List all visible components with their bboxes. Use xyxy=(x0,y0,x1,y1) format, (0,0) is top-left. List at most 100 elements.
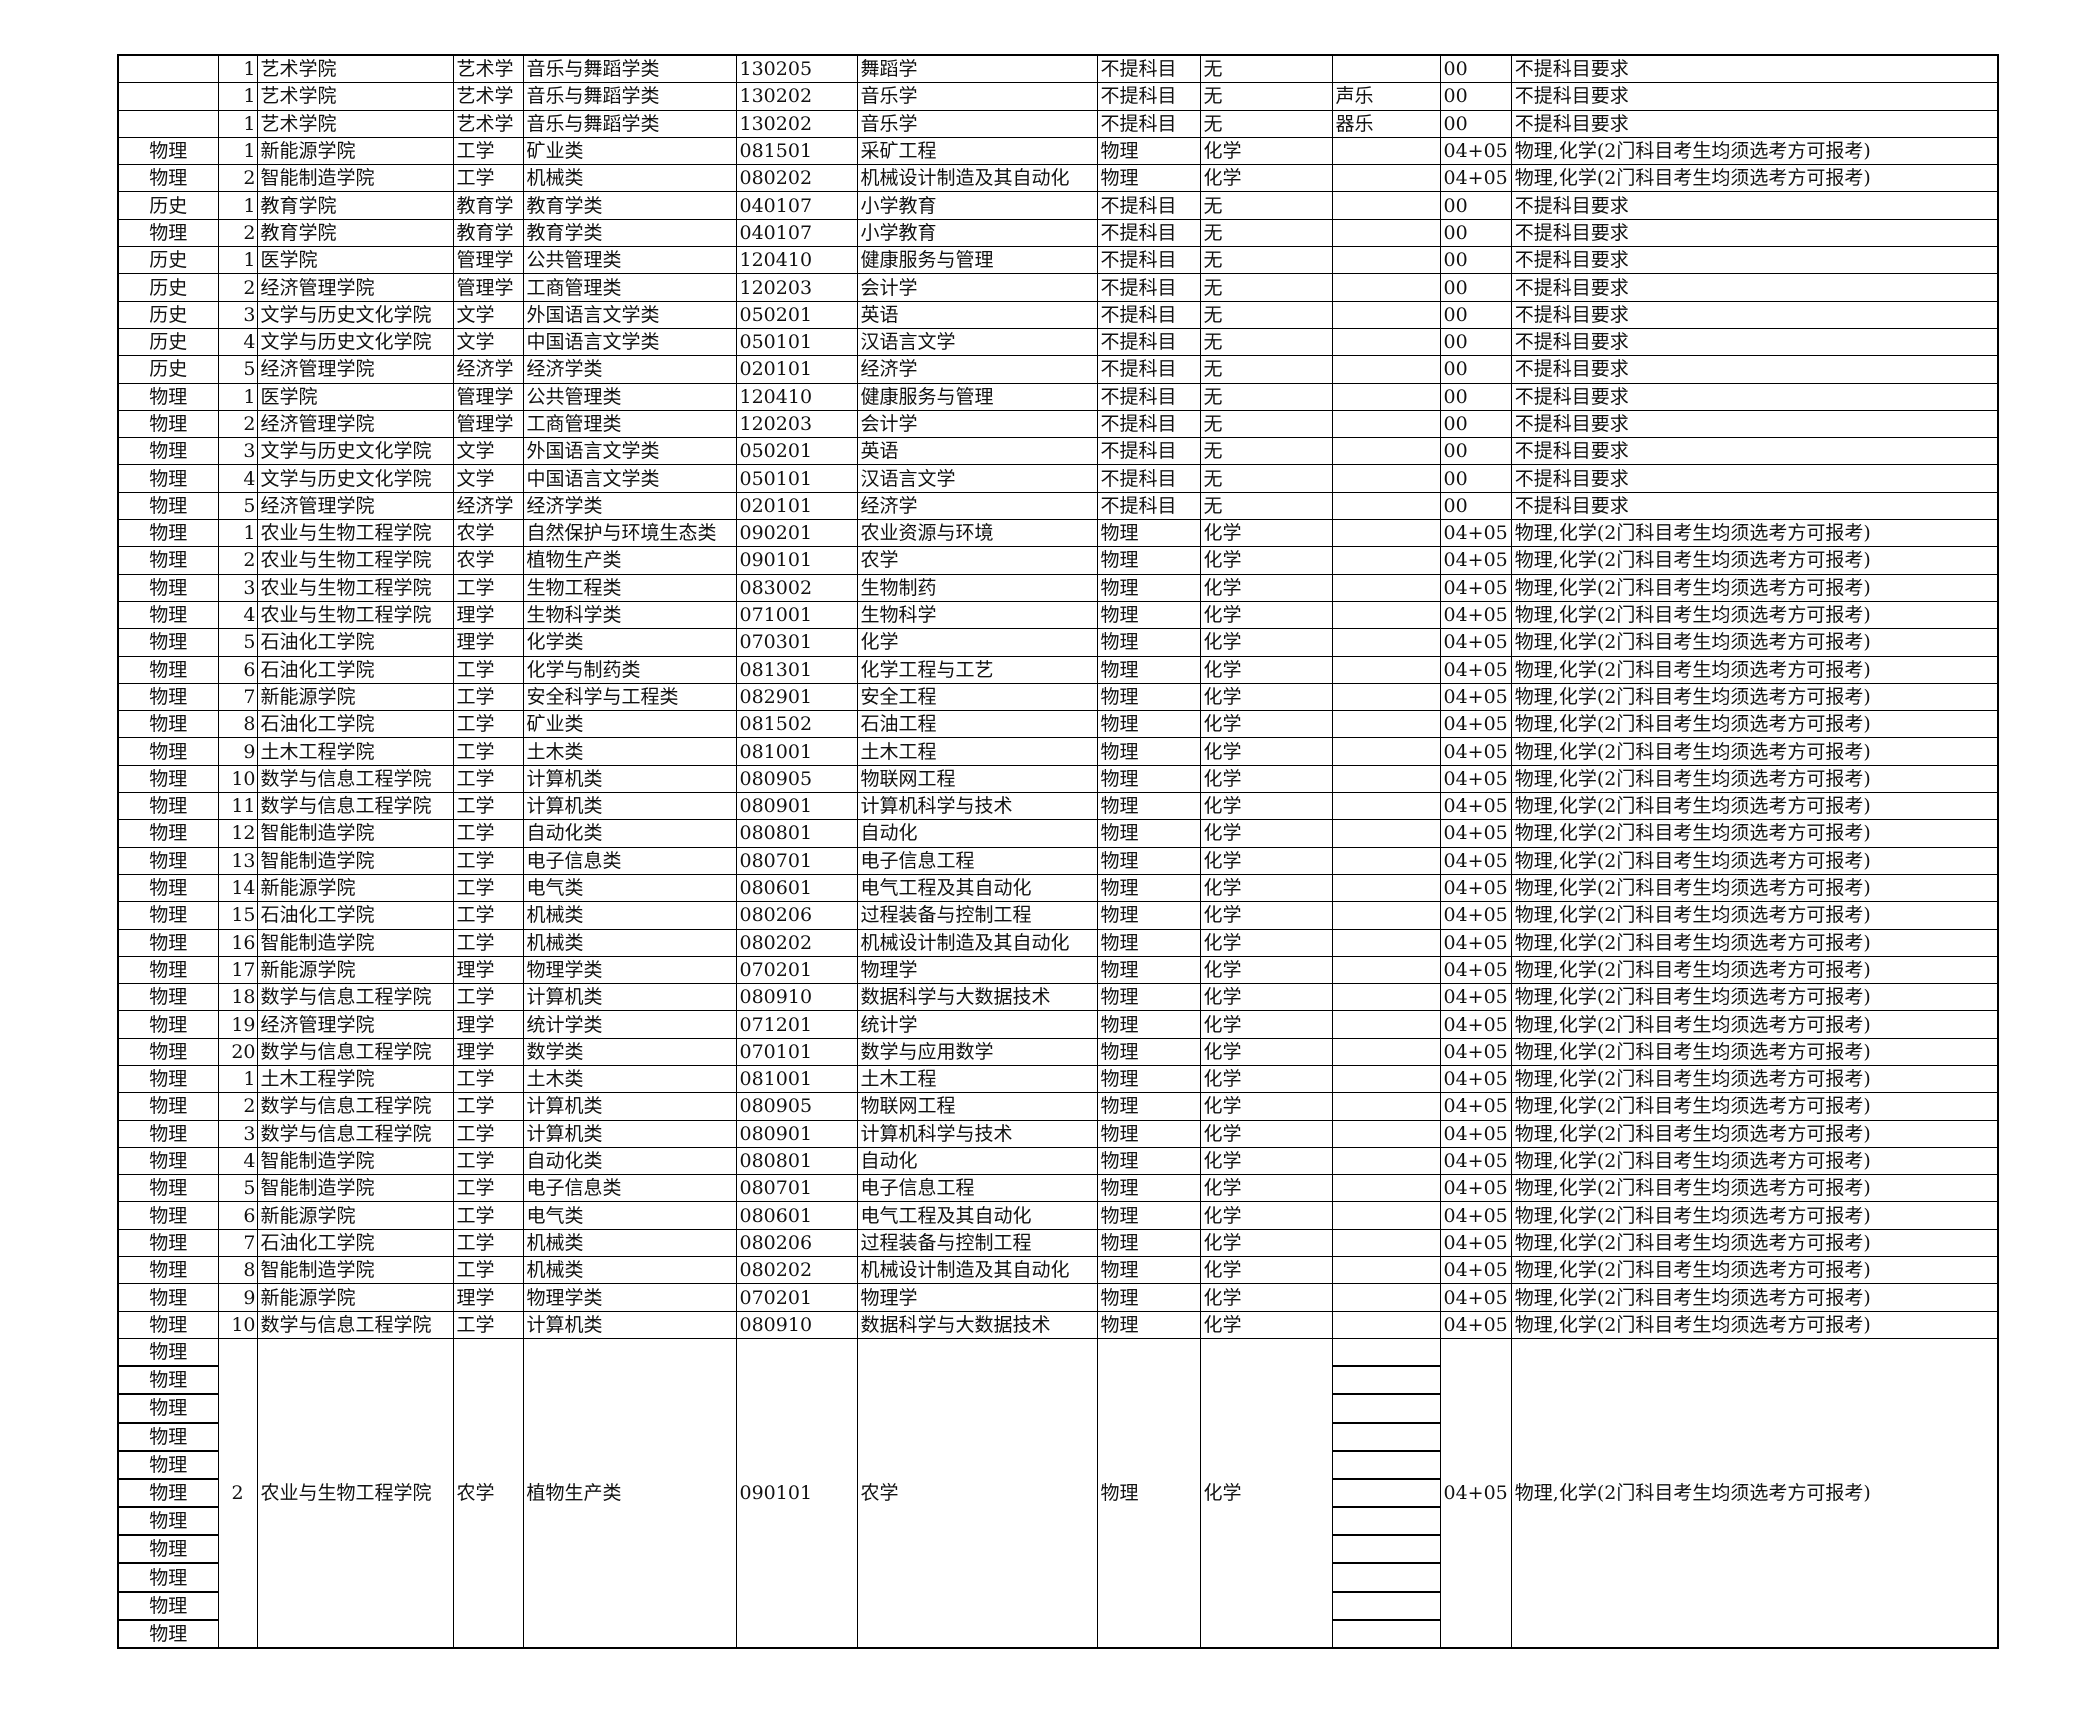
major-category-cell[interactable]: 自动化类 xyxy=(522,1146,737,1176)
major-name-cell[interactable]: 数据科学与大数据技术 xyxy=(856,983,1098,1012)
subject-type-cell[interactable]: 物理 xyxy=(117,1092,219,1121)
subject-requirement-cell[interactable]: 不提科目要求 xyxy=(1510,464,1999,493)
subject-type-cell[interactable] xyxy=(117,109,219,138)
seq-no-cell[interactable]: 11 xyxy=(217,792,258,821)
subject-type-cell[interactable]: 物理 xyxy=(117,873,219,903)
first-subject-cell[interactable]: 物理 xyxy=(1096,1337,1201,1649)
discipline-cell[interactable]: 教育学 xyxy=(452,191,524,220)
subject-type-cell[interactable]: 物理 xyxy=(117,519,219,548)
major-code-cell[interactable]: 130205 xyxy=(735,54,858,84)
first-subject-cell[interactable]: 不提科目 xyxy=(1096,218,1201,248)
direction-cell[interactable] xyxy=(1331,1310,1441,1339)
first-subject-cell[interactable]: 物理 xyxy=(1096,1201,1201,1230)
subject-requirement-cell[interactable]: 物理,化学(2门科目考生均须选考方可报考) xyxy=(1510,1010,1999,1039)
major-category-cell[interactable]: 电子信息类 xyxy=(522,1174,737,1203)
discipline-cell[interactable]: 经济学 xyxy=(452,355,524,384)
seq-no-cell[interactable]: 5 xyxy=(217,628,258,657)
major-name-cell[interactable]: 英语 xyxy=(856,437,1098,466)
second-subject-cell[interactable]: 化学 xyxy=(1199,1146,1333,1176)
major-category-cell[interactable]: 自然保护与环境生态类 xyxy=(522,519,737,548)
direction-cell[interactable]: 器乐 xyxy=(1331,109,1441,138)
major-name-cell[interactable]: 机械设计制造及其自动化 xyxy=(856,1256,1098,1285)
subject-requirement-cell[interactable]: 物理,化学(2门科目考生均须选考方可报考) xyxy=(1510,1310,1999,1339)
subject-type-cell[interactable]: 物理 xyxy=(117,628,219,657)
college-cell[interactable]: 土木工程学院 xyxy=(256,737,454,766)
second-subject-cell[interactable]: 化学 xyxy=(1199,600,1333,630)
discipline-cell[interactable]: 教育学 xyxy=(452,218,524,248)
second-subject-cell[interactable]: 无 xyxy=(1199,82,1333,111)
subject-code-cell[interactable]: 04+05 xyxy=(1439,873,1512,903)
major-code-cell[interactable]: 080801 xyxy=(735,1146,858,1176)
college-cell[interactable]: 新能源学院 xyxy=(256,1201,454,1230)
college-cell[interactable]: 农业与生物工程学院 xyxy=(256,546,454,575)
major-category-cell[interactable]: 统计学类 xyxy=(522,1010,737,1039)
major-category-cell[interactable]: 公共管理类 xyxy=(522,246,737,275)
direction-cell[interactable] xyxy=(1331,1037,1441,1066)
second-subject-cell[interactable]: 化学 xyxy=(1199,628,1333,657)
major-code-cell[interactable]: 080910 xyxy=(735,1310,858,1339)
direction-cell[interactable] xyxy=(1331,54,1441,84)
subject-code-cell[interactable]: 04+05 xyxy=(1439,600,1512,630)
subject-code-cell[interactable]: 04+05 xyxy=(1439,1337,1512,1649)
college-cell[interactable]: 农业与生物工程学院 xyxy=(256,573,454,602)
major-category-cell[interactable]: 经济学类 xyxy=(522,491,737,521)
direction-cell[interactable] xyxy=(1331,1119,1441,1148)
major-category-cell[interactable]: 数学类 xyxy=(522,1037,737,1066)
subject-requirement-cell[interactable]: 物理,化学(2门科目考生均须选考方可报考) xyxy=(1510,846,1999,875)
seq-no-cell[interactable]: 16 xyxy=(217,928,258,957)
major-name-cell[interactable]: 过程装备与控制工程 xyxy=(856,901,1098,930)
major-category-cell[interactable]: 中国语言文学类 xyxy=(522,464,737,493)
direction-cell[interactable] xyxy=(1331,464,1441,493)
college-cell[interactable]: 智能制造学院 xyxy=(256,819,454,848)
major-name-cell[interactable]: 物联网工程 xyxy=(856,1092,1098,1121)
major-category-cell[interactable]: 工商管理类 xyxy=(522,409,737,439)
first-subject-cell[interactable]: 物理 xyxy=(1096,1037,1201,1066)
direction-cell[interactable] xyxy=(1331,1477,1441,1508)
major-category-cell[interactable]: 自动化类 xyxy=(522,819,737,848)
major-code-cell[interactable]: 080202 xyxy=(735,928,858,957)
first-subject-cell[interactable]: 不提科目 xyxy=(1096,464,1201,493)
seq-no-cell[interactable]: 1 xyxy=(217,136,258,166)
college-cell[interactable]: 数学与信息工程学院 xyxy=(256,1119,454,1148)
direction-cell[interactable] xyxy=(1331,1506,1441,1536)
subject-type-cell[interactable]: 物理 xyxy=(117,600,219,630)
major-name-cell[interactable]: 经济学 xyxy=(856,355,1098,384)
direction-cell[interactable] xyxy=(1331,983,1441,1012)
subject-type-cell[interactable]: 物理 xyxy=(117,710,219,739)
first-subject-cell[interactable]: 物理 xyxy=(1096,1256,1201,1285)
first-subject-cell[interactable]: 不提科目 xyxy=(1096,54,1201,84)
major-category-cell[interactable]: 计算机类 xyxy=(522,764,737,794)
college-cell[interactable]: 石油化工学院 xyxy=(256,628,454,657)
major-name-cell[interactable]: 汉语言文学 xyxy=(856,327,1098,357)
seq-no-cell[interactable]: 2 xyxy=(217,1337,258,1649)
subject-code-cell[interactable]: 04+05 xyxy=(1439,1310,1512,1339)
second-subject-cell[interactable]: 化学 xyxy=(1199,1256,1333,1285)
discipline-cell[interactable]: 农学 xyxy=(452,546,524,575)
seq-no-cell[interactable]: 1 xyxy=(217,519,258,548)
college-cell[interactable]: 石油化工学院 xyxy=(256,655,454,684)
direction-cell[interactable] xyxy=(1331,273,1441,302)
direction-cell[interactable] xyxy=(1331,1256,1441,1285)
first-subject-cell[interactable]: 物理 xyxy=(1096,1119,1201,1148)
second-subject-cell[interactable]: 化学 xyxy=(1199,1010,1333,1039)
direction-cell[interactable] xyxy=(1331,573,1441,602)
seq-no-cell[interactable]: 5 xyxy=(217,355,258,384)
discipline-cell[interactable]: 理学 xyxy=(452,1037,524,1066)
direction-cell[interactable] xyxy=(1331,136,1441,166)
college-cell[interactable]: 新能源学院 xyxy=(256,873,454,903)
major-category-cell[interactable]: 教育学类 xyxy=(522,218,737,248)
discipline-cell[interactable]: 管理学 xyxy=(452,273,524,302)
subject-type-cell[interactable]: 历史 xyxy=(117,355,219,384)
subject-type-cell[interactable]: 物理 xyxy=(117,491,219,521)
subject-type-cell[interactable]: 物理 xyxy=(117,1421,219,1452)
direction-cell[interactable] xyxy=(1331,819,1441,848)
discipline-cell[interactable]: 农学 xyxy=(452,519,524,548)
direction-cell[interactable] xyxy=(1331,300,1441,329)
subject-type-cell[interactable]: 物理 xyxy=(117,737,219,766)
direction-cell[interactable] xyxy=(1331,600,1441,630)
subject-requirement-cell[interactable]: 物理,化学(2门科目考生均须选考方可报考) xyxy=(1510,1146,1999,1176)
subject-requirement-cell[interactable]: 物理,化学(2门科目考生均须选考方可报考) xyxy=(1510,519,1999,548)
major-code-cell[interactable]: 120203 xyxy=(735,273,858,302)
seq-no-cell[interactable]: 1 xyxy=(217,382,258,411)
subject-type-cell[interactable]: 物理 xyxy=(117,682,219,712)
